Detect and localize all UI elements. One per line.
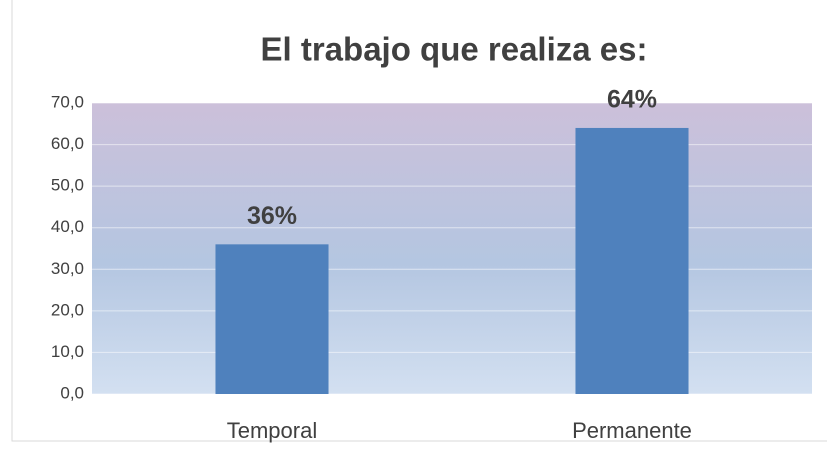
- x-tick-label: Temporal: [227, 418, 317, 443]
- plot-area: [92, 103, 812, 394]
- chart-border: [11, 0, 827, 442]
- y-tick-label: 50,0: [51, 176, 84, 195]
- y-tick-label: 60,0: [51, 134, 84, 153]
- y-tick-label: 70,0: [51, 92, 84, 111]
- data-label: 36%: [247, 202, 297, 230]
- y-tick-label: 30,0: [51, 259, 84, 278]
- y-tick-label: 40,0: [51, 217, 84, 236]
- y-tick-label: 20,0: [51, 300, 84, 319]
- bar: [215, 244, 329, 394]
- bar: [575, 127, 689, 394]
- y-tick-label: 0,0: [60, 383, 84, 402]
- y-tick-label: 10,0: [51, 342, 84, 361]
- data-label: 64%: [607, 86, 657, 114]
- chart-title: El trabajo que realiza es:: [261, 31, 648, 68]
- x-tick-label: Permanente: [572, 418, 692, 443]
